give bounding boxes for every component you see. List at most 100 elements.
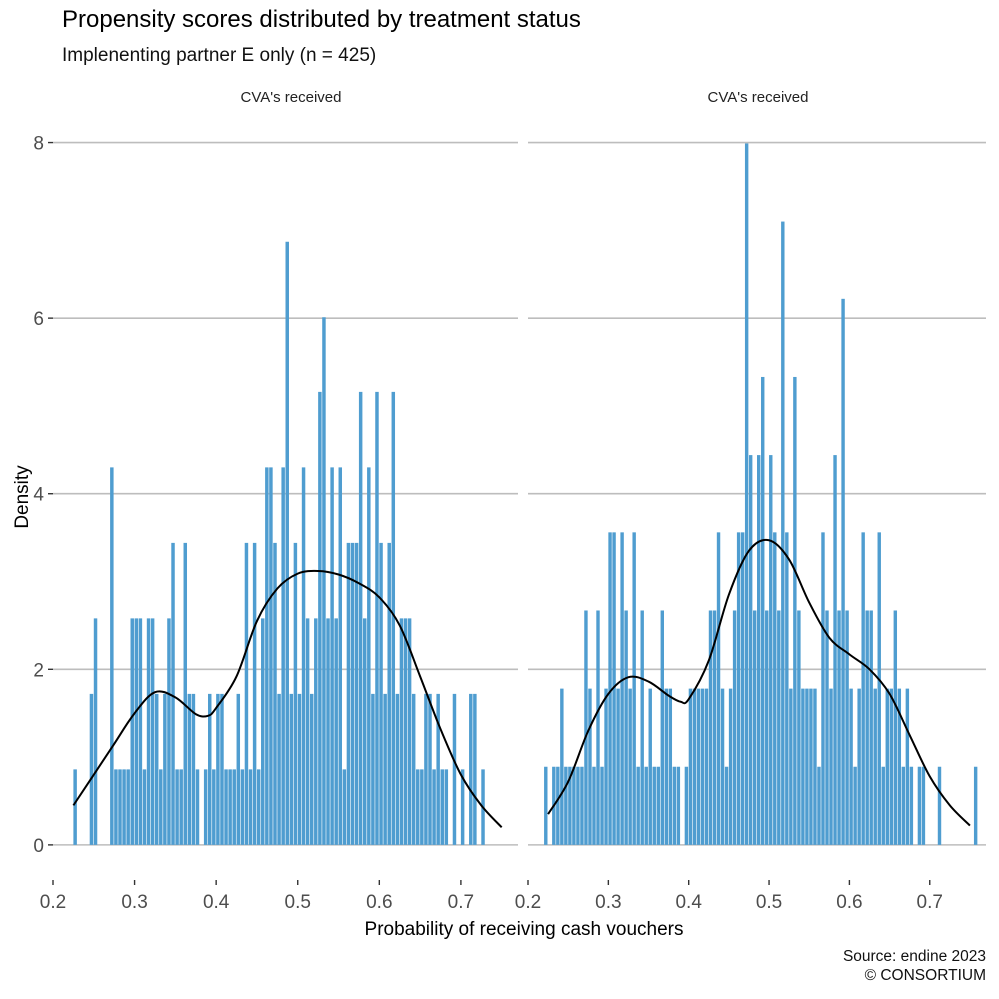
bar-right-48: [744, 143, 749, 845]
bar-right-40: [712, 610, 717, 845]
bar-right-76: [857, 688, 861, 845]
bar-left-67: [375, 391, 379, 845]
bar-left-5: [118, 769, 122, 845]
bar-left-32: [232, 769, 236, 845]
bar-right-73: [845, 610, 849, 845]
bar-right-53: [765, 610, 769, 845]
x-tick-label-right-0: 0.2: [515, 892, 541, 913]
bar-right-67: [821, 532, 825, 845]
bar-left-80: [428, 693, 432, 845]
bar-left-49: [301, 467, 306, 845]
x-tick-label-right-5: 0.7: [917, 892, 943, 913]
bar-left-47: [293, 542, 298, 845]
bar-left-21: [183, 542, 188, 845]
bar-left-75: [407, 618, 412, 845]
chart-subtitle: Implenenting partner E only (n = 425): [62, 45, 377, 66]
panel-right: CVA's received 0.2 0.3 0.4 0.5 0.6 0.7: [515, 89, 986, 913]
x-tick-label-left-3: 0.5: [285, 892, 311, 913]
bar-left-23: [191, 693, 196, 845]
bar-right-87: [901, 766, 906, 845]
y-tick-label-3: 6: [33, 309, 44, 330]
bar-left-6: [122, 769, 126, 845]
bar-right-36: [696, 688, 701, 845]
panel-left: CVA's received 0.2 0.3 0.4 0.5 0.6 0.7: [40, 89, 518, 913]
bar-right-85: [893, 610, 898, 845]
x-tick-label-right-3: 0.5: [756, 892, 782, 913]
bars-right: [544, 143, 978, 845]
bar-right-78: [865, 610, 869, 845]
bar-right-43: [724, 766, 729, 845]
bar-left-86: [460, 769, 465, 845]
bar-left-37: [252, 542, 257, 845]
bar-right-61: [797, 610, 801, 845]
bar-left-77: [416, 769, 420, 845]
bar-right-23: [640, 610, 644, 845]
bar-left-34: [240, 769, 245, 845]
bar-right-51: [757, 455, 761, 845]
bar-left-72: [395, 693, 400, 845]
bar-left-84: [444, 769, 449, 845]
bar-left-60: [346, 542, 351, 845]
bar-right-59: [789, 688, 793, 845]
bar-left-26: [208, 693, 212, 845]
bar-left-24: [195, 769, 200, 845]
bar-right-16: [612, 532, 616, 845]
bar-right-63: [805, 688, 809, 845]
bar-right-50: [752, 610, 757, 845]
bar-right-68: [825, 610, 829, 845]
bar-left-10: [138, 618, 143, 845]
bar-left-82: [436, 693, 440, 845]
strip-label-left: CVA's received: [241, 89, 342, 106]
bar-right-2: [556, 766, 560, 845]
bar-right-26: [652, 766, 656, 845]
bar-left-45: [285, 241, 289, 845]
bar-left-18: [171, 542, 175, 845]
bar-left-13: [150, 618, 155, 845]
density-curve-left: [72, 569, 503, 829]
bar-right-6: [572, 766, 576, 845]
bar-right-4: [564, 766, 568, 845]
bar-right-15: [608, 532, 612, 845]
caption: Source: endine 2023 © CONSORTIUM: [843, 947, 986, 985]
bar-left-73: [399, 618, 404, 845]
bar-right-75: [853, 766, 857, 845]
bar-right-77: [861, 532, 865, 845]
chart-title: Propensity scores distributed by treatme…: [62, 6, 581, 33]
bar-right-3: [560, 688, 564, 845]
bar-left-43: [277, 693, 281, 845]
bar-left-30: [224, 769, 228, 845]
bar-right-90: [917, 766, 922, 845]
y-tick-label-2: 4: [33, 485, 44, 506]
bar-left-51: [309, 693, 314, 845]
bar-right-47: [740, 532, 745, 845]
bar-right-32: [676, 766, 681, 845]
bar-left-88: [473, 693, 477, 845]
bar-left-36: [248, 769, 253, 845]
bar-left-25: [203, 769, 208, 845]
bar-left-40: [265, 467, 269, 845]
bar-left-22: [187, 693, 192, 845]
bar-right-25: [648, 688, 652, 845]
bar-left-53: [318, 391, 322, 845]
bar-right-89: [909, 766, 914, 845]
bar-left-76: [411, 693, 416, 845]
bar-left-50: [305, 618, 310, 845]
bar-left-15: [159, 769, 163, 845]
x-tick-label-left-5: 0.7: [448, 892, 474, 913]
bar-right-83: [885, 688, 889, 845]
bar-right-56: [777, 610, 781, 845]
bar-right-60: [793, 376, 797, 845]
x-axis-label: Probability of receiving cash vouchers: [365, 919, 684, 940]
bar-right-7: [576, 766, 580, 845]
bar-left-59: [342, 769, 347, 845]
bar-left-9: [134, 618, 139, 845]
bar-right-12: [596, 610, 600, 845]
bar-right-14: [604, 688, 608, 845]
bar-right-72: [841, 298, 845, 845]
bar-left-68: [379, 542, 383, 845]
bar-left-17: [167, 618, 171, 845]
bar-right-80: [873, 688, 877, 845]
bar-right-42: [720, 688, 725, 845]
bar-left-71: [391, 391, 396, 845]
bar-left-66: [371, 693, 375, 845]
